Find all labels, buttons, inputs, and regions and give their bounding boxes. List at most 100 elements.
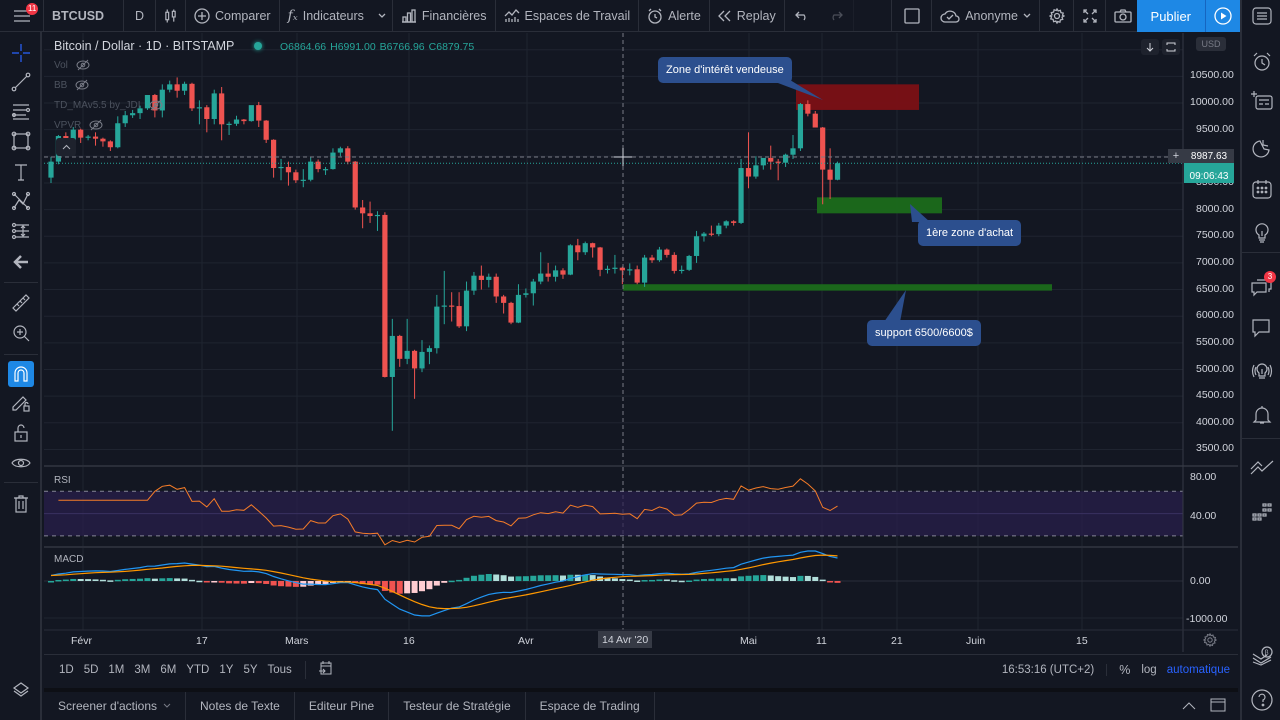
- redo-button[interactable]: [819, 0, 854, 32]
- compare-button[interactable]: Comparer: [186, 0, 280, 32]
- tab-label: Screener d'actions: [58, 699, 158, 713]
- beta-features-button[interactable]: β: [1250, 644, 1274, 668]
- eye-hidden-icon[interactable]: [149, 99, 163, 111]
- notifications-button[interactable]: [1250, 403, 1274, 427]
- range-button-ytd[interactable]: YTD: [186, 663, 210, 676]
- crosshair-tool[interactable]: [8, 40, 34, 66]
- cloud-check-icon: [940, 10, 960, 23]
- collapse-legend-button[interactable]: [56, 138, 76, 156]
- ruler-tool[interactable]: [8, 290, 34, 316]
- range-button-1d[interactable]: 1D: [59, 663, 74, 676]
- replay-button[interactable]: Replay: [710, 0, 785, 32]
- shapes-tool[interactable]: [8, 128, 34, 154]
- range-button-1y[interactable]: 1Y: [219, 663, 234, 676]
- sell-zone-callout[interactable]: Zone d'intérêt vendeuse: [658, 57, 792, 83]
- add-alert-plus-icon[interactable]: +: [1168, 149, 1184, 163]
- tab-stock-screener[interactable]: Screener d'actions: [44, 692, 187, 720]
- range-button-tous[interactable]: Tous: [267, 663, 292, 676]
- tab-text-notes[interactable]: Notes de Texte: [186, 692, 295, 720]
- visibility-tool[interactable]: [8, 450, 34, 476]
- indicator-label: VPVR: [54, 119, 82, 131]
- zoom-tool[interactable]: [8, 320, 34, 346]
- goto-date-button[interactable]: [314, 660, 338, 679]
- low-value: B6766.96: [379, 41, 425, 53]
- auto-scale-toggle[interactable]: automatique: [1166, 663, 1230, 676]
- alerts-button[interactable]: [1250, 50, 1274, 74]
- tab-pine-editor[interactable]: Editeur Pine: [295, 692, 390, 720]
- order-panel-button[interactable]: [1250, 500, 1274, 524]
- timezone-clock[interactable]: 16:53:16 (UTC+2): [997, 663, 1108, 676]
- buy-zone-callout[interactable]: 1ère zone d'achat: [918, 220, 1022, 246]
- lock-all-tool[interactable]: [8, 420, 34, 446]
- auto-scale-button[interactable]: [1162, 39, 1180, 55]
- tab-strategy-tester[interactable]: Testeur de Stratégie: [389, 692, 526, 720]
- eye-hidden-icon[interactable]: [76, 59, 90, 71]
- interval-selector[interactable]: D: [124, 0, 156, 32]
- workspaces-button[interactable]: Espaces de Travail: [496, 0, 640, 32]
- account-button[interactable]: Anonyme: [932, 0, 1040, 32]
- tab-trading-panel[interactable]: Espace de Trading: [526, 692, 655, 720]
- log-toggle[interactable]: log: [1141, 663, 1157, 676]
- private-chats-button[interactable]: [1250, 316, 1274, 340]
- indicators-dropdown[interactable]: [372, 0, 393, 32]
- indicators-button[interactable]: 𝑓ₓ Indicateurs: [280, 0, 372, 32]
- trading-button[interactable]: [1250, 456, 1274, 480]
- range-button-5y[interactable]: 5Y: [243, 663, 258, 676]
- fib-tool[interactable]: [8, 98, 34, 124]
- publish-video-button[interactable]: [1206, 0, 1240, 32]
- data-window-button[interactable]: [1250, 88, 1274, 112]
- indicator-vpvr[interactable]: VPVR: [54, 119, 103, 131]
- undo-button[interactable]: [785, 0, 819, 32]
- magnet-tool[interactable]: [8, 361, 34, 387]
- indicator-td-mav[interactable]: TD_MAv5.5 by_JDI: [54, 99, 163, 111]
- indicator-bb[interactable]: BB: [54, 79, 89, 91]
- range-button-1m[interactable]: 1M: [108, 663, 125, 676]
- range-button-5d[interactable]: 5D: [83, 663, 99, 676]
- prediction-tool[interactable]: [8, 218, 34, 244]
- symbol-search[interactable]: BTCUSD: [44, 0, 124, 32]
- time-axis-label: Mai: [740, 635, 757, 647]
- text-tool[interactable]: [8, 159, 34, 185]
- ideas-stream-button[interactable]: [1250, 359, 1274, 383]
- expand-panel-button[interactable]: [1172, 699, 1206, 713]
- trendline-tool[interactable]: [8, 69, 34, 95]
- snapshot-button[interactable]: [1106, 0, 1140, 32]
- publish-button[interactable]: Publier: [1136, 0, 1206, 32]
- rsi-pane-label[interactable]: RSI: [54, 475, 71, 486]
- pattern-tool[interactable]: [8, 188, 34, 214]
- range-button-3m[interactable]: 3M: [134, 663, 151, 676]
- chats-button[interactable]: 3: [1250, 271, 1276, 299]
- indicator-vol[interactable]: Vol: [54, 59, 90, 71]
- watchlist-button[interactable]: [1250, 4, 1274, 28]
- support-callout[interactable]: support 6500/6600$: [867, 320, 981, 346]
- help-button[interactable]: [1250, 688, 1274, 712]
- maximize-panel-button[interactable]: [1206, 698, 1238, 715]
- macd-pane-label[interactable]: MACD: [54, 554, 84, 565]
- remove-drawings-button[interactable]: [8, 491, 34, 517]
- layout-button[interactable]: [892, 0, 933, 32]
- price-axis-label: 7500.00: [1196, 229, 1234, 242]
- hotlists-button[interactable]: [1250, 136, 1274, 160]
- chart-type-button[interactable]: [156, 0, 186, 32]
- scroll-to-realtime-button[interactable]: [1141, 39, 1159, 55]
- axis-settings-button[interactable]: [1202, 632, 1218, 650]
- eye-hidden-icon[interactable]: [89, 119, 103, 131]
- calendar-button[interactable]: [1250, 177, 1274, 201]
- time-axis-label: Avr: [518, 635, 534, 647]
- financials-button[interactable]: Financières: [393, 0, 496, 32]
- percent-toggle[interactable]: %: [1119, 662, 1131, 677]
- fullscreen-button[interactable]: [1074, 0, 1106, 32]
- ideas-button[interactable]: [1250, 221, 1274, 245]
- alert-label: Alerte: [668, 8, 701, 23]
- lock-drawings-tool[interactable]: [8, 390, 34, 416]
- eye-hidden-icon[interactable]: [75, 79, 89, 91]
- symbol-title[interactable]: Bitcoin / Dollar · 1D · BITSTAMP: [54, 39, 235, 53]
- settings-button[interactable]: [1040, 0, 1074, 32]
- chart-legend: Bitcoin / Dollar · 1D · BITSTAMP: [54, 39, 263, 53]
- alert-button[interactable]: Alerte: [639, 0, 710, 32]
- object-tree-button[interactable]: [8, 677, 34, 703]
- back-button[interactable]: [8, 249, 34, 275]
- range-button-6m[interactable]: 6M: [160, 663, 177, 676]
- main-menu-button[interactable]: 11: [0, 0, 44, 32]
